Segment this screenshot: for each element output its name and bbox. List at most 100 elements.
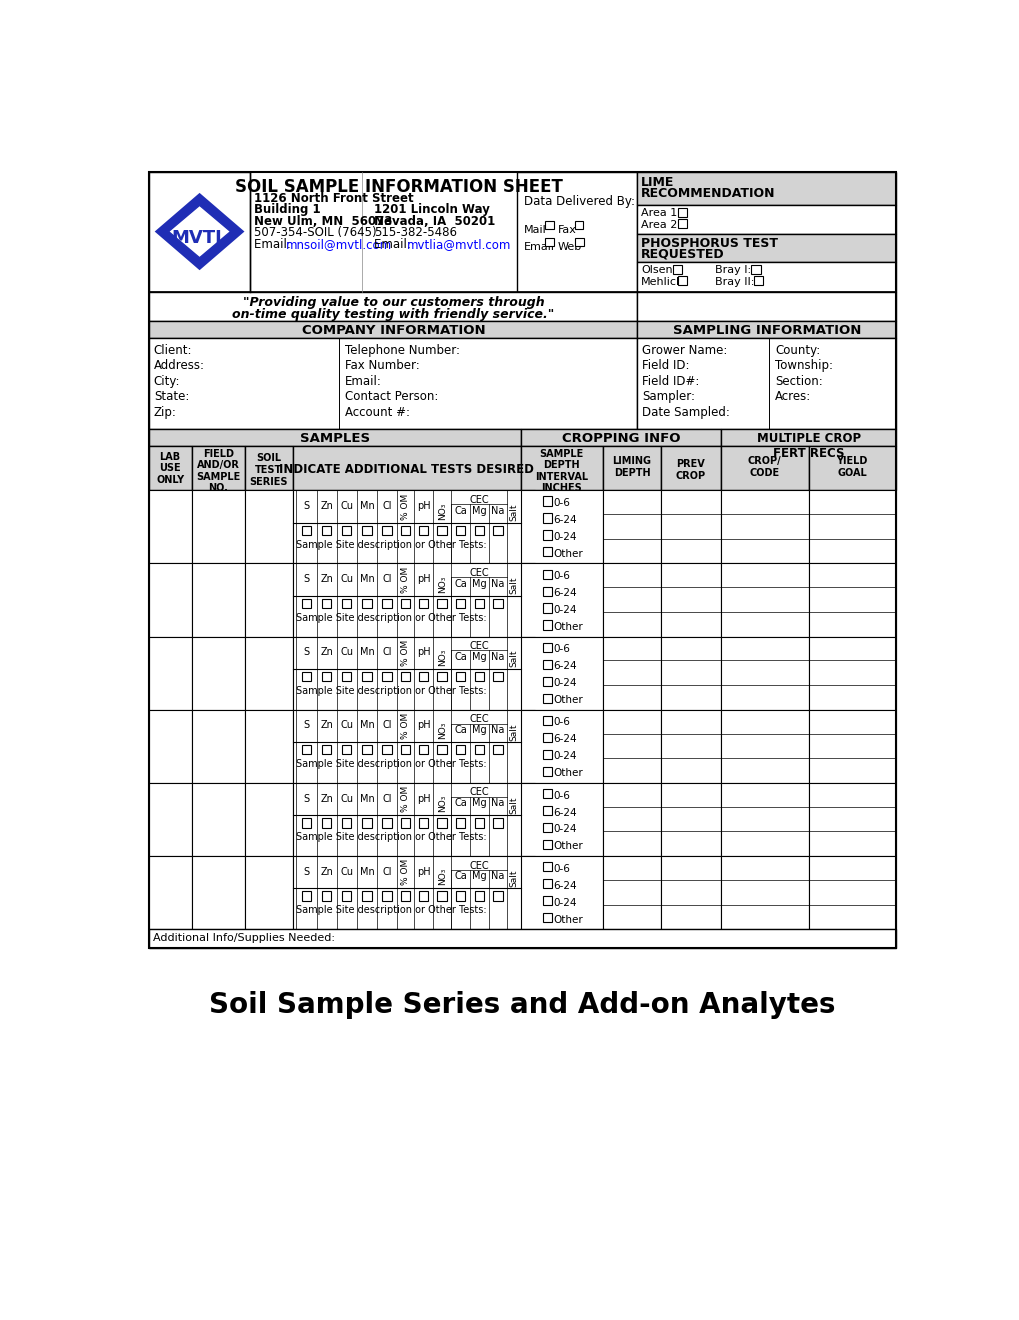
Text: Acres:: Acres: bbox=[774, 391, 811, 403]
Text: Other: Other bbox=[553, 841, 583, 851]
Bar bbox=[400, 891, 410, 900]
Text: Field ID#:: Field ID#: bbox=[642, 375, 699, 388]
Text: SOIL
TEST
SERIES: SOIL TEST SERIES bbox=[249, 453, 287, 487]
Bar bbox=[192, 710, 245, 783]
Bar bbox=[753, 276, 762, 285]
Bar bbox=[720, 783, 808, 857]
Text: Zn: Zn bbox=[320, 721, 333, 730]
Bar bbox=[192, 490, 245, 564]
Bar bbox=[542, 660, 551, 669]
Text: Salt: Salt bbox=[510, 796, 519, 813]
Bar bbox=[542, 570, 551, 579]
Text: Zn: Zn bbox=[320, 793, 333, 804]
Bar bbox=[542, 603, 551, 612]
Text: NO₃: NO₃ bbox=[437, 576, 446, 593]
Bar bbox=[341, 672, 352, 681]
Text: Cl: Cl bbox=[382, 574, 391, 585]
Text: NO₃: NO₃ bbox=[437, 722, 446, 739]
Bar bbox=[808, 446, 896, 490]
Text: Mail: Mail bbox=[523, 224, 546, 235]
Bar bbox=[322, 599, 331, 609]
Bar bbox=[637, 173, 896, 205]
Bar bbox=[149, 783, 192, 857]
Bar bbox=[455, 818, 465, 828]
Text: Mehlich:: Mehlich: bbox=[641, 277, 688, 286]
Text: County:: County: bbox=[774, 345, 820, 356]
Text: Mg: Mg bbox=[472, 725, 486, 735]
Bar bbox=[521, 636, 602, 710]
Text: Email:: Email: bbox=[254, 239, 298, 252]
Bar bbox=[292, 446, 521, 490]
Bar bbox=[545, 238, 553, 246]
Bar bbox=[341, 818, 352, 828]
Text: Salt: Salt bbox=[510, 503, 519, 521]
Text: 0-6: 0-6 bbox=[553, 791, 570, 800]
Text: pH: pH bbox=[417, 647, 430, 657]
Text: Zn: Zn bbox=[320, 574, 333, 585]
Text: 6-24: 6-24 bbox=[553, 661, 577, 671]
Bar bbox=[322, 744, 331, 755]
Bar bbox=[419, 891, 428, 900]
Bar bbox=[808, 490, 896, 564]
Bar bbox=[192, 564, 245, 636]
Text: PREV
CROP: PREV CROP bbox=[676, 459, 705, 480]
Bar bbox=[637, 234, 896, 261]
Bar bbox=[149, 636, 192, 710]
Bar bbox=[474, 891, 484, 900]
Bar bbox=[542, 643, 551, 652]
Text: Mg: Mg bbox=[472, 871, 486, 882]
Text: Data Delivered By:: Data Delivered By: bbox=[523, 195, 634, 209]
Bar bbox=[521, 710, 602, 783]
Text: Na: Na bbox=[491, 506, 504, 516]
Text: NO₃: NO₃ bbox=[437, 795, 446, 812]
Bar bbox=[437, 672, 446, 681]
Bar bbox=[245, 783, 292, 857]
Text: Other: Other bbox=[553, 622, 583, 632]
Bar bbox=[400, 818, 410, 828]
Bar bbox=[419, 599, 428, 609]
Text: 1126 North Front Street: 1126 North Front Street bbox=[254, 191, 413, 205]
Bar bbox=[493, 525, 502, 535]
Text: % OM: % OM bbox=[400, 566, 410, 593]
Bar bbox=[542, 677, 551, 686]
Text: RECOMMENDATION: RECOMMENDATION bbox=[641, 187, 775, 199]
Bar bbox=[437, 525, 446, 535]
Bar bbox=[542, 807, 551, 816]
Bar bbox=[661, 490, 720, 564]
Bar bbox=[637, 292, 896, 321]
Bar bbox=[149, 338, 637, 429]
Bar bbox=[602, 636, 661, 710]
Bar bbox=[292, 636, 535, 710]
Bar bbox=[437, 891, 446, 900]
Bar bbox=[341, 599, 352, 609]
Text: Mg: Mg bbox=[472, 799, 486, 808]
Text: LAB
USE
ONLY: LAB USE ONLY bbox=[156, 451, 184, 484]
Text: mnsoil@mvtl.com: mnsoil@mvtl.com bbox=[286, 239, 392, 252]
Text: MULTIPLE CROP
FERT RECS: MULTIPLE CROP FERT RECS bbox=[756, 432, 860, 459]
Text: Olsen:: Olsen: bbox=[641, 265, 676, 276]
Text: Field ID:: Field ID: bbox=[642, 359, 689, 372]
Bar bbox=[322, 672, 331, 681]
Text: Email:: Email: bbox=[345, 375, 382, 388]
Text: % OM: % OM bbox=[400, 785, 410, 812]
Text: % OM: % OM bbox=[400, 494, 410, 520]
Text: Other: Other bbox=[553, 696, 583, 705]
Bar bbox=[437, 818, 446, 828]
Text: Na: Na bbox=[491, 725, 504, 735]
Text: mvtlia@mvtl.com: mvtlia@mvtl.com bbox=[407, 239, 511, 252]
Bar bbox=[382, 525, 391, 535]
Text: Cu: Cu bbox=[340, 574, 353, 585]
Bar bbox=[474, 744, 484, 755]
Bar bbox=[521, 564, 602, 636]
Bar bbox=[292, 857, 535, 929]
Text: Sample Site description or Other Tests:: Sample Site description or Other Tests: bbox=[297, 540, 487, 549]
Bar bbox=[542, 767, 551, 776]
Text: S: S bbox=[304, 793, 310, 804]
Bar bbox=[542, 733, 551, 742]
Bar bbox=[149, 490, 192, 564]
Bar bbox=[493, 891, 502, 900]
Text: CEC: CEC bbox=[469, 642, 489, 651]
Text: % OM: % OM bbox=[400, 640, 410, 665]
Bar bbox=[245, 636, 292, 710]
Text: Nevada, IA  50201: Nevada, IA 50201 bbox=[374, 215, 494, 227]
